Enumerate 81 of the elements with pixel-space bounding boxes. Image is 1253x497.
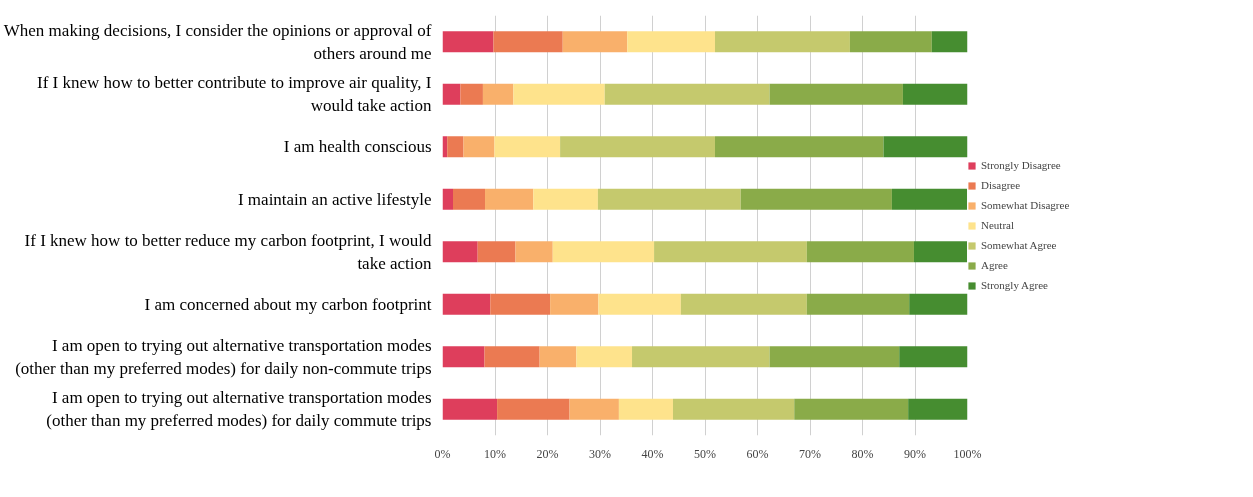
bar	[550, 293, 599, 315]
bar	[569, 398, 619, 420]
bar	[442, 83, 461, 105]
y-tick-label: If I knew how to better contribute to improve air quality, I would take action	[37, 73, 432, 116]
bar	[909, 293, 968, 315]
bar	[447, 136, 464, 158]
y-tick-label: I am concerned about my carbon footprint	[144, 294, 432, 314]
legend-label: Somewhat Agree	[981, 239, 1057, 251]
bar	[849, 31, 932, 53]
legend-label: Agree	[981, 259, 1008, 271]
y-tick-label: I am open to trying out alternative transportation modes (other than my preferred modes) for daily non-commute trips	[15, 335, 432, 378]
bar	[453, 188, 486, 210]
x-tick-label: 0%	[434, 446, 451, 461]
y-tick-label: If I knew how to better reduce my carbon footprint, I would take action	[24, 230, 432, 273]
bar	[769, 83, 903, 105]
bar	[740, 188, 892, 210]
bar	[794, 398, 909, 420]
bar	[460, 83, 483, 105]
x-tick-label: 10%	[484, 446, 506, 461]
bar	[562, 31, 628, 53]
bar	[604, 83, 770, 105]
bar	[442, 188, 453, 210]
bar	[442, 31, 494, 53]
x-tick-label: 90%	[904, 446, 926, 461]
bar	[442, 241, 478, 263]
bar	[484, 346, 540, 368]
bar	[931, 31, 968, 53]
bar	[618, 398, 673, 420]
bar	[899, 346, 968, 368]
bar	[482, 83, 514, 105]
y-tick-label: I maintain an active lifestyle	[237, 189, 432, 209]
bar	[533, 188, 598, 210]
x-tick-label: 80%	[851, 446, 874, 461]
bar	[463, 136, 495, 158]
bar	[714, 136, 884, 158]
bar	[883, 136, 968, 158]
bar	[598, 293, 681, 315]
legend-label: Disagree	[981, 179, 1021, 191]
bar	[485, 188, 534, 210]
legend-label: Neutral	[981, 219, 1014, 231]
bar	[539, 346, 577, 368]
bar	[515, 241, 553, 263]
x-tick-label: 30%	[589, 446, 611, 461]
x-tick-label: 20%	[536, 446, 559, 461]
legend-label: Strongly Disagree	[981, 159, 1061, 171]
x-tick-label: 40%	[641, 446, 664, 461]
y-tick-label: When making decisions, I consider the opinions or approval of others around me	[3, 20, 432, 63]
bar	[806, 293, 910, 315]
bar	[672, 398, 795, 420]
bar	[552, 241, 655, 263]
bar	[477, 241, 516, 263]
legend-label: Strongly Agree	[981, 279, 1048, 291]
y-tick-label: I am open to trying out alternative transportation modes (other than my preferred modes) for daily commute trips	[46, 388, 432, 431]
bar	[576, 346, 633, 368]
x-tick-label: 60%	[746, 446, 769, 461]
bar	[913, 241, 968, 263]
bar	[497, 398, 570, 420]
bar	[680, 293, 807, 315]
bar	[908, 398, 968, 420]
bar	[513, 83, 605, 105]
bar	[891, 188, 968, 210]
bar	[902, 83, 968, 105]
x-tick-label: 70%	[799, 446, 821, 461]
bar	[494, 136, 561, 158]
bar	[560, 136, 715, 158]
legend-label: Somewhat Disagree	[981, 199, 1070, 211]
bar	[632, 346, 770, 368]
bar	[597, 188, 741, 210]
bar	[442, 346, 485, 368]
bar	[714, 31, 850, 53]
bar	[442, 398, 498, 420]
bar	[769, 346, 900, 368]
x-tick-label: 50%	[694, 446, 716, 461]
bar	[806, 241, 914, 263]
bar	[627, 31, 715, 53]
bar	[493, 31, 563, 53]
x-tick-label: 100%	[953, 446, 982, 461]
y-tick-label: I am health conscious	[283, 137, 432, 157]
bar	[490, 293, 551, 315]
bar	[654, 241, 807, 263]
bar	[442, 293, 491, 315]
